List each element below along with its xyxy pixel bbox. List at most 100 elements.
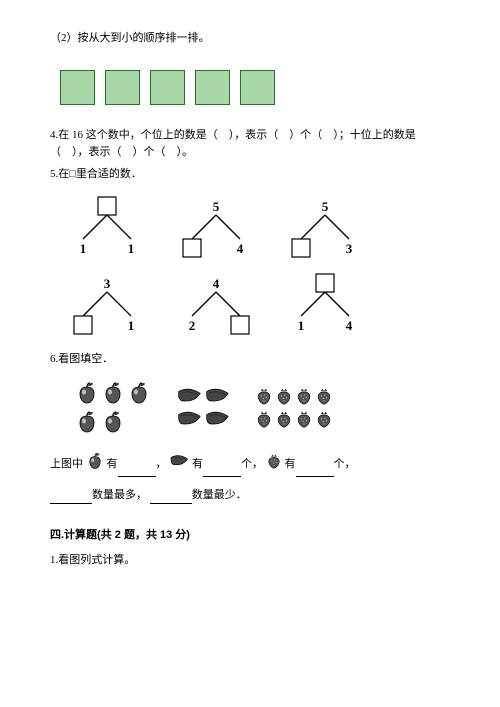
svg-text:2: 2 <box>189 318 196 333</box>
lbl-least: 数量最少． <box>192 489 247 501</box>
blank-most <box>50 492 92 504</box>
fruit-item <box>204 410 230 431</box>
strawberry-icon <box>275 410 293 428</box>
strawberry-icon <box>275 387 293 405</box>
strawberry-icon <box>295 410 313 428</box>
svg-text:4: 4 <box>346 318 353 333</box>
s4-q1: 1.看图列式计算。 <box>50 552 450 570</box>
fruit-item <box>255 410 273 431</box>
fruit-item <box>315 410 333 431</box>
banana-icon <box>176 387 202 405</box>
apple-icon <box>101 410 125 434</box>
banana-icon <box>176 410 202 428</box>
lbl-you-2: 有 <box>192 458 203 470</box>
tree-row: 1 1 5 4 5 3 <box>70 195 450 262</box>
svg-text:1: 1 <box>128 241 135 256</box>
apple-icon <box>75 381 99 405</box>
q6-fill-line-2: 数量最多， 数量最少． <box>50 487 450 505</box>
banana-icon <box>204 387 230 405</box>
banana-icon <box>169 454 189 475</box>
q6-prefix: 上图中 <box>50 458 83 470</box>
svg-text:1: 1 <box>298 318 305 333</box>
q6-fill-line-1: 上图中 有， 有个， 有个， <box>50 452 450 477</box>
svg-text:4: 4 <box>213 276 220 291</box>
strawberry-icon <box>295 387 313 405</box>
svg-text:5: 5 <box>213 199 220 214</box>
fruit-item <box>75 381 99 408</box>
fruit-item <box>176 387 202 408</box>
lbl-you-1: 有 <box>107 458 118 470</box>
q5-text: 5.在□里合适的数． <box>50 166 450 184</box>
apple-icon <box>86 452 104 477</box>
tree-cell: 1 4 <box>288 272 362 339</box>
fruit-row <box>176 410 230 431</box>
fruit-item <box>295 387 313 408</box>
fruit-item <box>295 410 313 431</box>
tree-cell: 3 1 <box>70 272 144 339</box>
section-4-title: 四.计算题(共 2 题，共 13 分) <box>50 526 450 542</box>
fruit-row <box>75 410 151 437</box>
strawberry-icon <box>266 453 282 469</box>
blank-2 <box>203 465 241 477</box>
fruit-item <box>275 410 293 431</box>
banana-icon <box>204 410 230 428</box>
q6-text: 6.看图填空． <box>50 351 450 369</box>
fruit-row <box>176 387 230 408</box>
fruit-item <box>315 387 333 408</box>
apple-icon <box>101 381 125 405</box>
fruit-pictures <box>75 381 450 437</box>
blank-1 <box>118 465 156 477</box>
svg-text:3: 3 <box>104 276 111 291</box>
green-box <box>105 70 140 105</box>
fruit-row <box>75 381 151 408</box>
strawberry-icon <box>315 387 333 405</box>
number-bond: 4 2 <box>179 272 253 336</box>
apple-icon <box>127 381 151 405</box>
q4-text: 4.在 16 这个数中，个位上的数是（ ），表示（ ）个（ ）；十位上的数是（ … <box>50 127 450 162</box>
tree-row: 3 1 4 2 1 4 <box>70 272 450 339</box>
blank-3 <box>296 465 334 477</box>
svg-text:1: 1 <box>128 318 135 333</box>
green-box <box>195 70 230 105</box>
lbl-most: 数量最多， <box>92 489 147 501</box>
green-box <box>240 70 275 105</box>
number-bond: 5 3 <box>288 195 362 259</box>
strawberry-icon <box>255 387 273 405</box>
strawberry-icon <box>255 410 273 428</box>
svg-text:5: 5 <box>322 199 329 214</box>
fruit-item <box>176 410 202 431</box>
fruit-item <box>204 387 230 408</box>
number-bond-trees: 1 1 5 4 5 3 3 1 4 2 1 4 <box>70 195 450 339</box>
apple-icon <box>75 410 99 434</box>
fruit-item <box>275 387 293 408</box>
fruit-item <box>255 387 273 408</box>
number-bond: 1 1 <box>70 195 144 259</box>
svg-text:4: 4 <box>237 241 244 256</box>
fruit-column <box>75 381 151 437</box>
tree-cell: 1 1 <box>70 195 144 262</box>
apple-icon <box>86 452 104 470</box>
tree-cell: 5 3 <box>288 195 362 262</box>
blank-least <box>150 492 192 504</box>
fruit-column <box>176 387 230 431</box>
number-bond: 1 4 <box>288 272 362 336</box>
fruit-item <box>101 410 125 437</box>
green-box <box>60 70 95 105</box>
lbl-ge-3: 个， <box>334 458 356 470</box>
strawberry-icon <box>315 410 333 428</box>
tree-cell: 5 4 <box>179 195 253 262</box>
fruit-column <box>255 387 333 431</box>
green-box <box>150 70 185 105</box>
lbl-ge-2: 个， <box>241 458 263 470</box>
fruit-item <box>75 410 99 437</box>
green-boxes-row <box>60 70 450 105</box>
lbl-you-3: 有 <box>285 458 296 470</box>
tree-cell: 4 2 <box>179 272 253 339</box>
q2-text: （2）按从大到小的顺序排一排。 <box>50 30 450 48</box>
fruit-row <box>255 387 333 408</box>
fruit-row <box>255 410 333 431</box>
number-bond: 3 1 <box>70 272 144 336</box>
fruit-item <box>127 381 151 408</box>
strawberry-icon <box>266 453 282 476</box>
fruit-item <box>101 381 125 408</box>
